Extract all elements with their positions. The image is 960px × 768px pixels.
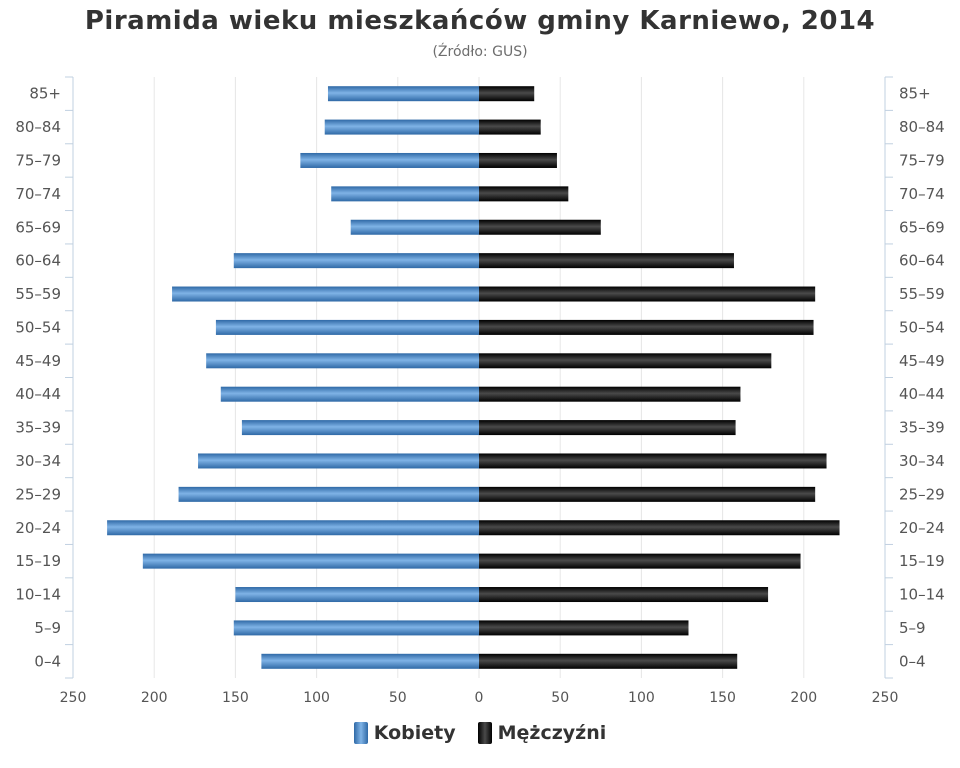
legend-label-kobiety: Kobiety <box>373 722 456 744</box>
category-label-right: 5–9 <box>899 619 926 637</box>
chart-title: Piramida wieku mieszkańców gminy Karniew… <box>84 6 876 36</box>
bar-mezczyzni-0-4[interactable] <box>479 653 738 669</box>
category-label-left: 15–19 <box>15 552 61 570</box>
category-label-right: 60–64 <box>899 252 945 270</box>
bar-mezczyzni-60-64[interactable] <box>479 253 734 269</box>
legend-item-mezczyzni[interactable]: Mężczyźni <box>477 722 607 744</box>
category-label-left: 85+ <box>29 85 61 103</box>
category-label-right: 55–59 <box>899 285 945 303</box>
bar-kobiety-70-74[interactable] <box>331 186 479 202</box>
category-label-left: 30–34 <box>15 452 61 470</box>
category-label-right: 45–49 <box>899 352 945 370</box>
bar-mezczyzni-30-34[interactable] <box>479 453 827 469</box>
category-label-right: 85+ <box>899 85 931 103</box>
x-tick-label: 250 <box>872 690 899 706</box>
bar-kobiety-80-84[interactable] <box>324 119 479 135</box>
category-label-left: 55–59 <box>15 285 61 303</box>
bar-mezczyzni-25-29[interactable] <box>479 486 816 502</box>
bar-kobiety-65-69[interactable] <box>350 219 479 235</box>
bar-kobiety-20-24[interactable] <box>107 520 479 536</box>
bar-mezczyzni-45-49[interactable] <box>479 353 772 369</box>
category-label-left: 80–84 <box>15 118 61 136</box>
labels-layer: 250 200 150 100 50 0 50 100 150 200 250 0–4 0–4 5–9 5–… <box>15 85 944 706</box>
category-label-left: 0–4 <box>34 652 61 670</box>
bar-mezczyzni-10-14[interactable] <box>479 587 769 603</box>
category-label-right: 65–69 <box>899 218 945 236</box>
legend: Kobiety Mężczyźni <box>0 722 960 744</box>
bar-mezczyzni-75-79[interactable] <box>479 152 557 168</box>
bar-mezczyzni-70-74[interactable] <box>479 186 569 202</box>
bar-kobiety-25-29[interactable] <box>178 486 479 502</box>
category-label-left: 60–64 <box>15 252 61 270</box>
bar-kobiety-60-64[interactable] <box>233 253 479 269</box>
bar-mezczyzni-15-19[interactable] <box>479 553 801 569</box>
legend-item-kobiety[interactable]: Kobiety <box>353 722 456 744</box>
bar-kobiety-75-79[interactable] <box>300 152 479 168</box>
category-label-right: 40–44 <box>899 385 945 403</box>
bar-kobiety-55-59[interactable] <box>172 286 479 302</box>
category-label-left: 10–14 <box>15 586 61 604</box>
category-label-right: 15–19 <box>899 552 945 570</box>
grid-layer <box>65 76 893 679</box>
category-label-right: 0–4 <box>899 652 926 670</box>
category-label-right: 30–34 <box>899 452 945 470</box>
category-label-right: 70–74 <box>899 185 945 203</box>
legend-swatch-kobiety <box>353 722 368 744</box>
category-label-right: 80–84 <box>899 118 945 136</box>
bar-kobiety-0-4[interactable] <box>261 653 479 669</box>
x-tick-label: 100 <box>303 690 330 706</box>
category-label-left: 75–79 <box>15 151 61 169</box>
category-label-right: 20–24 <box>899 519 945 537</box>
category-label-left: 50–54 <box>15 318 61 336</box>
category-label-left: 5–9 <box>34 619 61 637</box>
category-label-left: 35–39 <box>15 419 61 437</box>
category-label-right: 50–54 <box>899 318 945 336</box>
x-tick-label: 250 <box>60 690 87 706</box>
bar-kobiety-10-14[interactable] <box>235 587 479 603</box>
bar-mezczyzni-80-84[interactable] <box>479 119 541 135</box>
legend-swatch-mezczyzni <box>477 722 492 744</box>
x-tick-label: 50 <box>389 690 407 706</box>
bar-kobiety-30-34[interactable] <box>198 453 479 469</box>
x-tick-label: 0 <box>475 690 484 706</box>
x-tick-label: 50 <box>551 690 569 706</box>
bar-mezczyzni-35-39[interactable] <box>479 420 736 436</box>
category-label-right: 75–79 <box>899 151 945 169</box>
bar-kobiety-45-49[interactable] <box>206 353 479 369</box>
bar-kobiety-15-19[interactable] <box>142 553 479 569</box>
chart-subtitle: (Źródło: GUS) <box>432 44 528 60</box>
category-label-left: 65–69 <box>15 218 61 236</box>
category-label-left: 25–29 <box>15 485 61 503</box>
bar-mezczyzni-5-9[interactable] <box>479 620 689 636</box>
category-label-left: 40–44 <box>15 385 61 403</box>
x-tick-label: 200 <box>790 690 817 706</box>
category-label-right: 25–29 <box>899 485 945 503</box>
x-tick-label: 150 <box>709 690 736 706</box>
bar-mezczyzni-55-59[interactable] <box>479 286 816 302</box>
bar-mezczyzni-85+[interactable] <box>479 86 535 102</box>
category-label-right: 10–14 <box>899 586 945 604</box>
bars-layer <box>107 86 840 669</box>
bar-mezczyzni-50-54[interactable] <box>479 319 814 335</box>
category-label-right: 35–39 <box>899 419 945 437</box>
bar-kobiety-85+[interactable] <box>327 86 479 102</box>
bar-kobiety-5-9[interactable] <box>233 620 479 636</box>
category-label-left: 70–74 <box>15 185 61 203</box>
bar-mezczyzni-20-24[interactable] <box>479 520 840 536</box>
x-tick-label: 150 <box>222 690 249 706</box>
bar-kobiety-35-39[interactable] <box>241 420 479 436</box>
x-tick-label: 200 <box>141 690 168 706</box>
bar-mezczyzni-40-44[interactable] <box>479 386 741 402</box>
x-tick-label: 100 <box>628 690 655 706</box>
bar-mezczyzni-65-69[interactable] <box>479 219 601 235</box>
bar-kobiety-40-44[interactable] <box>220 386 479 402</box>
category-label-left: 45–49 <box>15 352 61 370</box>
bar-kobiety-50-54[interactable] <box>215 319 480 335</box>
category-label-left: 20–24 <box>15 519 61 537</box>
legend-label-mezczyzni: Mężczyźni <box>497 722 607 744</box>
